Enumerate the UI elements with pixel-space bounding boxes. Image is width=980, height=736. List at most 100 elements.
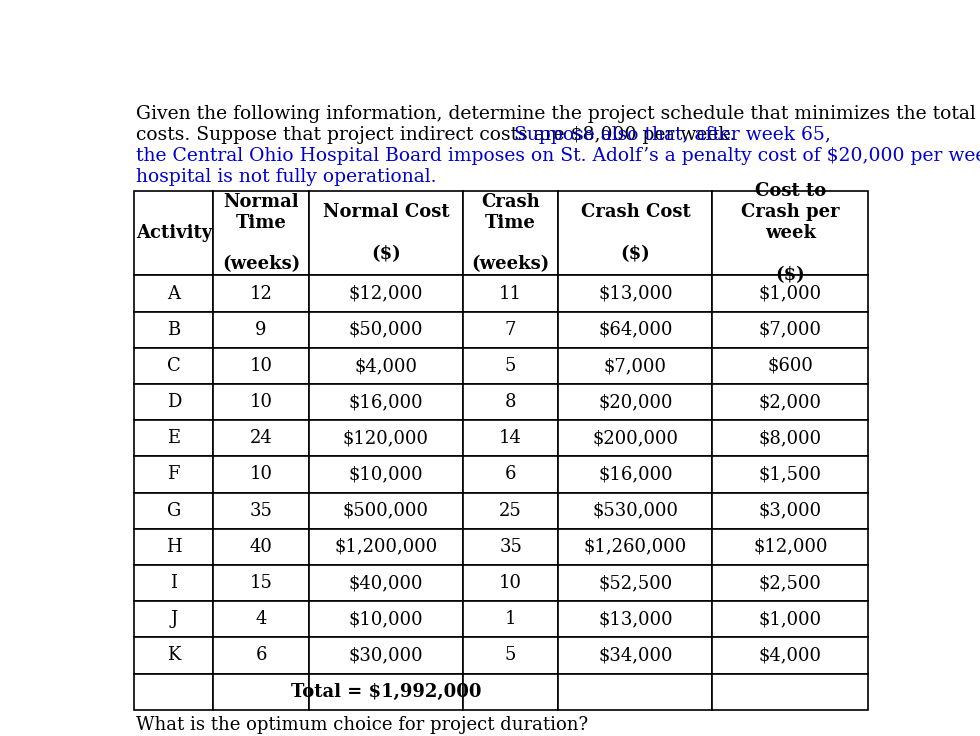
Bar [309, 311, 463, 348]
Text: F: F [168, 465, 180, 484]
Text: 24: 24 [250, 429, 272, 447]
Bar [309, 275, 463, 311]
Bar [463, 348, 559, 384]
Bar [712, 456, 868, 492]
Bar [309, 456, 463, 492]
Text: 9: 9 [256, 321, 267, 339]
Text: $30,000: $30,000 [349, 646, 423, 665]
Bar [309, 528, 463, 565]
Text: Total = $1,992,000: Total = $1,992,000 [291, 682, 481, 701]
Bar [463, 420, 559, 456]
Bar [463, 637, 559, 673]
Bar [134, 601, 214, 637]
Bar [559, 492, 712, 528]
Text: 25: 25 [499, 502, 522, 520]
Bar [214, 673, 309, 710]
Text: 5: 5 [505, 357, 516, 375]
Text: $1,000: $1,000 [759, 610, 822, 629]
Text: 1: 1 [505, 610, 516, 629]
Bar [134, 565, 214, 601]
Bar [559, 637, 712, 673]
Bar [712, 384, 868, 420]
Bar [309, 384, 463, 420]
Bar [559, 601, 712, 637]
Text: G: G [167, 502, 181, 520]
Text: $52,500: $52,500 [598, 574, 672, 592]
Text: 4: 4 [256, 610, 267, 629]
Text: $12,000: $12,000 [753, 538, 827, 556]
Text: Crash
Time

(weeks): Crash Time (weeks) [471, 193, 550, 273]
Bar [134, 348, 214, 384]
Text: $1,500: $1,500 [759, 465, 822, 484]
Text: 12: 12 [250, 285, 272, 302]
Bar [134, 384, 214, 420]
Bar [134, 637, 214, 673]
Text: C: C [167, 357, 180, 375]
Text: hospital is not fully operational.: hospital is not fully operational. [136, 168, 437, 185]
Text: What is the optimum choice for project duration?: What is the optimum choice for project d… [136, 716, 589, 734]
Text: J: J [171, 610, 177, 629]
Bar [463, 384, 559, 420]
Bar [559, 275, 712, 311]
Bar [559, 384, 712, 420]
Text: the Central Ohio Hospital Board imposes on St. Adolf’s a penalty cost of $20,000: the Central Ohio Hospital Board imposes … [136, 147, 980, 165]
Bar [214, 420, 309, 456]
Text: D: D [167, 393, 181, 411]
Bar [309, 492, 463, 528]
Text: Given the following information, determine the project schedule that minimizes t: Given the following information, determi… [136, 105, 980, 123]
Text: $16,000: $16,000 [598, 465, 672, 484]
Bar [309, 348, 463, 384]
Bar [712, 601, 868, 637]
Text: 6: 6 [256, 646, 267, 665]
Bar [463, 565, 559, 601]
Bar [214, 565, 309, 601]
Bar [463, 311, 559, 348]
Bar [309, 673, 463, 710]
Text: $530,000: $530,000 [592, 502, 678, 520]
Bar [463, 492, 559, 528]
Bar [712, 528, 868, 565]
Text: 35: 35 [250, 502, 272, 520]
Text: $13,000: $13,000 [598, 285, 672, 302]
Text: B: B [168, 321, 180, 339]
Text: costs. Suppose that project indirect costs are $8,000 per week.: costs. Suppose that project indirect cos… [136, 126, 736, 144]
Text: 14: 14 [499, 429, 522, 447]
Text: $2,500: $2,500 [759, 574, 821, 592]
Bar [463, 275, 559, 311]
Bar [134, 420, 214, 456]
Text: $600: $600 [767, 357, 813, 375]
Text: 8: 8 [505, 393, 516, 411]
Bar [214, 601, 309, 637]
Bar [712, 637, 868, 673]
Text: 6: 6 [505, 465, 516, 484]
Bar [559, 348, 712, 384]
Bar [214, 528, 309, 565]
Text: $64,000: $64,000 [598, 321, 672, 339]
Text: 7: 7 [505, 321, 516, 339]
Bar [712, 565, 868, 601]
Bar [559, 311, 712, 348]
Bar [463, 191, 559, 275]
Text: $7,000: $7,000 [759, 321, 822, 339]
Bar [559, 191, 712, 275]
Bar [134, 492, 214, 528]
Text: $4,000: $4,000 [759, 646, 822, 665]
Text: Normal
Time

(weeks): Normal Time (weeks) [221, 193, 300, 273]
Bar [463, 601, 559, 637]
Text: 40: 40 [250, 538, 272, 556]
Text: $500,000: $500,000 [343, 502, 429, 520]
Text: $12,000: $12,000 [349, 285, 423, 302]
Text: 10: 10 [250, 393, 272, 411]
Text: $2,000: $2,000 [759, 393, 822, 411]
Text: $34,000: $34,000 [598, 646, 672, 665]
Text: Cost to
Crash per
week

($): Cost to Crash per week ($) [741, 183, 840, 283]
Bar [214, 311, 309, 348]
Text: 10: 10 [499, 574, 522, 592]
Text: $7,000: $7,000 [604, 357, 667, 375]
Text: $20,000: $20,000 [598, 393, 672, 411]
Bar [134, 191, 214, 275]
Text: I: I [171, 574, 177, 592]
Bar [214, 275, 309, 311]
Text: 10: 10 [250, 465, 272, 484]
Text: Suppose also that, after week 65,: Suppose also that, after week 65, [509, 126, 831, 144]
